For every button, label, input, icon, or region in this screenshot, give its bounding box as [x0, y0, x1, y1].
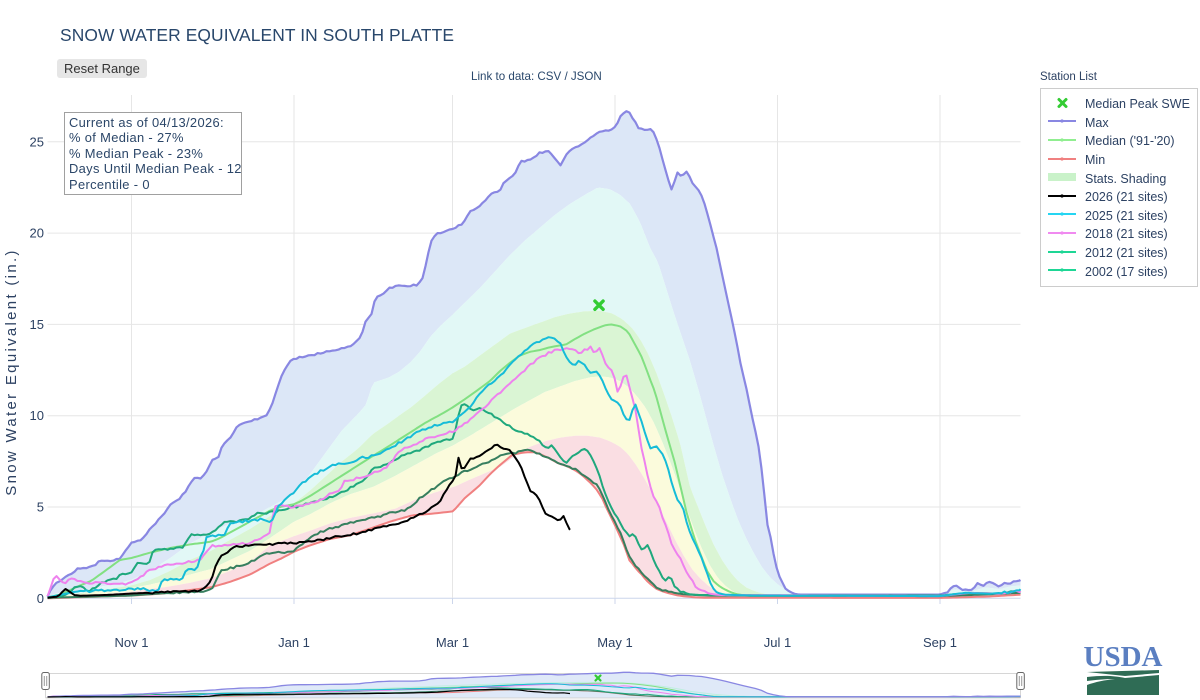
svg-text:Jan 1: Jan 1 [278, 635, 310, 650]
svg-text:May 1: May 1 [597, 635, 632, 650]
svg-text:Sep 1: Sep 1 [923, 635, 957, 650]
svg-text:Mar 1: Mar 1 [436, 635, 469, 650]
svg-text:10: 10 [30, 408, 44, 423]
svg-text:USDA: USDA [1084, 641, 1163, 673]
svg-text:0: 0 [37, 591, 44, 606]
svg-text:Jul 1: Jul 1 [764, 635, 791, 650]
svg-text:Snow Water Equivalent (in.): Snow Water Equivalent (in.) [3, 248, 20, 495]
svg-text:Nov 1: Nov 1 [115, 635, 149, 650]
svg-text:5: 5 [37, 500, 44, 515]
svg-text:25: 25 [30, 134, 44, 149]
svg-text:15: 15 [30, 317, 44, 332]
svg-text:20: 20 [30, 226, 44, 241]
